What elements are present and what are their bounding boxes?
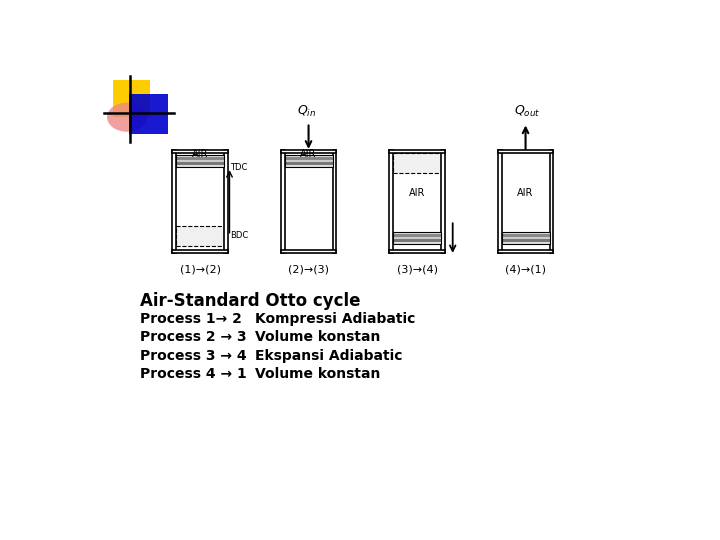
Text: Air-Standard Otto cycle: Air-Standard Otto cycle [140,292,361,310]
Bar [389,150,445,153]
Text: Volume konstan: Volume konstan [255,330,380,345]
Bar [498,150,554,153]
Bar [176,163,224,165]
Bar [393,232,441,234]
Bar [176,157,224,160]
Bar [502,239,549,242]
Bar [284,157,333,160]
Bar [502,153,549,249]
Text: Kompressi Adiabatic: Kompressi Adiabatic [255,312,415,326]
Bar [284,155,333,167]
Bar [284,160,333,163]
Bar [393,232,441,244]
Bar [176,155,224,157]
Bar [176,165,224,167]
Text: Process 3 → 4: Process 3 → 4 [140,349,247,363]
Bar [549,150,554,253]
Bar [502,237,549,239]
Bar [284,165,333,167]
Bar [281,150,284,253]
Bar [502,242,549,244]
Bar [389,150,393,253]
Bar [498,249,554,253]
Text: (4)→(1): (4)→(1) [505,264,546,274]
Bar [176,226,224,246]
Bar [172,150,176,253]
Text: Ekspansi Adiabatic: Ekspansi Adiabatic [255,349,402,363]
Bar [393,234,441,237]
Bar [502,234,549,237]
Bar [224,150,228,253]
Bar [393,242,441,244]
Bar [176,153,224,249]
Text: Process 4 → 1: Process 4 → 1 [140,367,247,381]
Bar [393,239,441,242]
Bar [284,155,333,157]
Text: TDC: TDC [230,163,248,172]
Bar [441,150,445,253]
Ellipse shape [107,103,148,132]
Bar [129,94,168,134]
Bar [389,249,445,253]
Text: AIR: AIR [518,187,534,198]
Text: $\mathit{Q_{in}}$: $\mathit{Q_{in}}$ [297,104,317,119]
Text: AIR: AIR [192,149,208,159]
Bar [498,150,502,253]
Text: BDC: BDC [230,231,248,240]
Bar [176,160,224,163]
Text: AIR: AIR [300,149,317,159]
Bar [172,150,228,153]
Bar [113,80,150,117]
Bar [502,232,549,234]
Bar [393,153,441,249]
Bar [393,237,441,239]
Text: (2)→(3): (2)→(3) [288,264,329,274]
Text: AIR: AIR [409,187,426,198]
Bar [333,150,336,253]
Bar [172,249,228,253]
Text: (1)→(2): (1)→(2) [179,264,220,274]
Text: Process 2 → 3: Process 2 → 3 [140,330,247,345]
Bar [281,249,336,253]
Bar [393,153,441,173]
Text: Volume konstan: Volume konstan [255,367,380,381]
Text: (3)→(4): (3)→(4) [397,264,438,274]
Bar [284,153,333,249]
Bar [502,232,549,244]
Bar [284,163,333,165]
Text: $\mathit{Q_{out}}$: $\mathit{Q_{out}}$ [514,104,540,119]
Bar [176,155,224,167]
Text: Process 1→ 2: Process 1→ 2 [140,312,242,326]
Bar [281,150,336,153]
